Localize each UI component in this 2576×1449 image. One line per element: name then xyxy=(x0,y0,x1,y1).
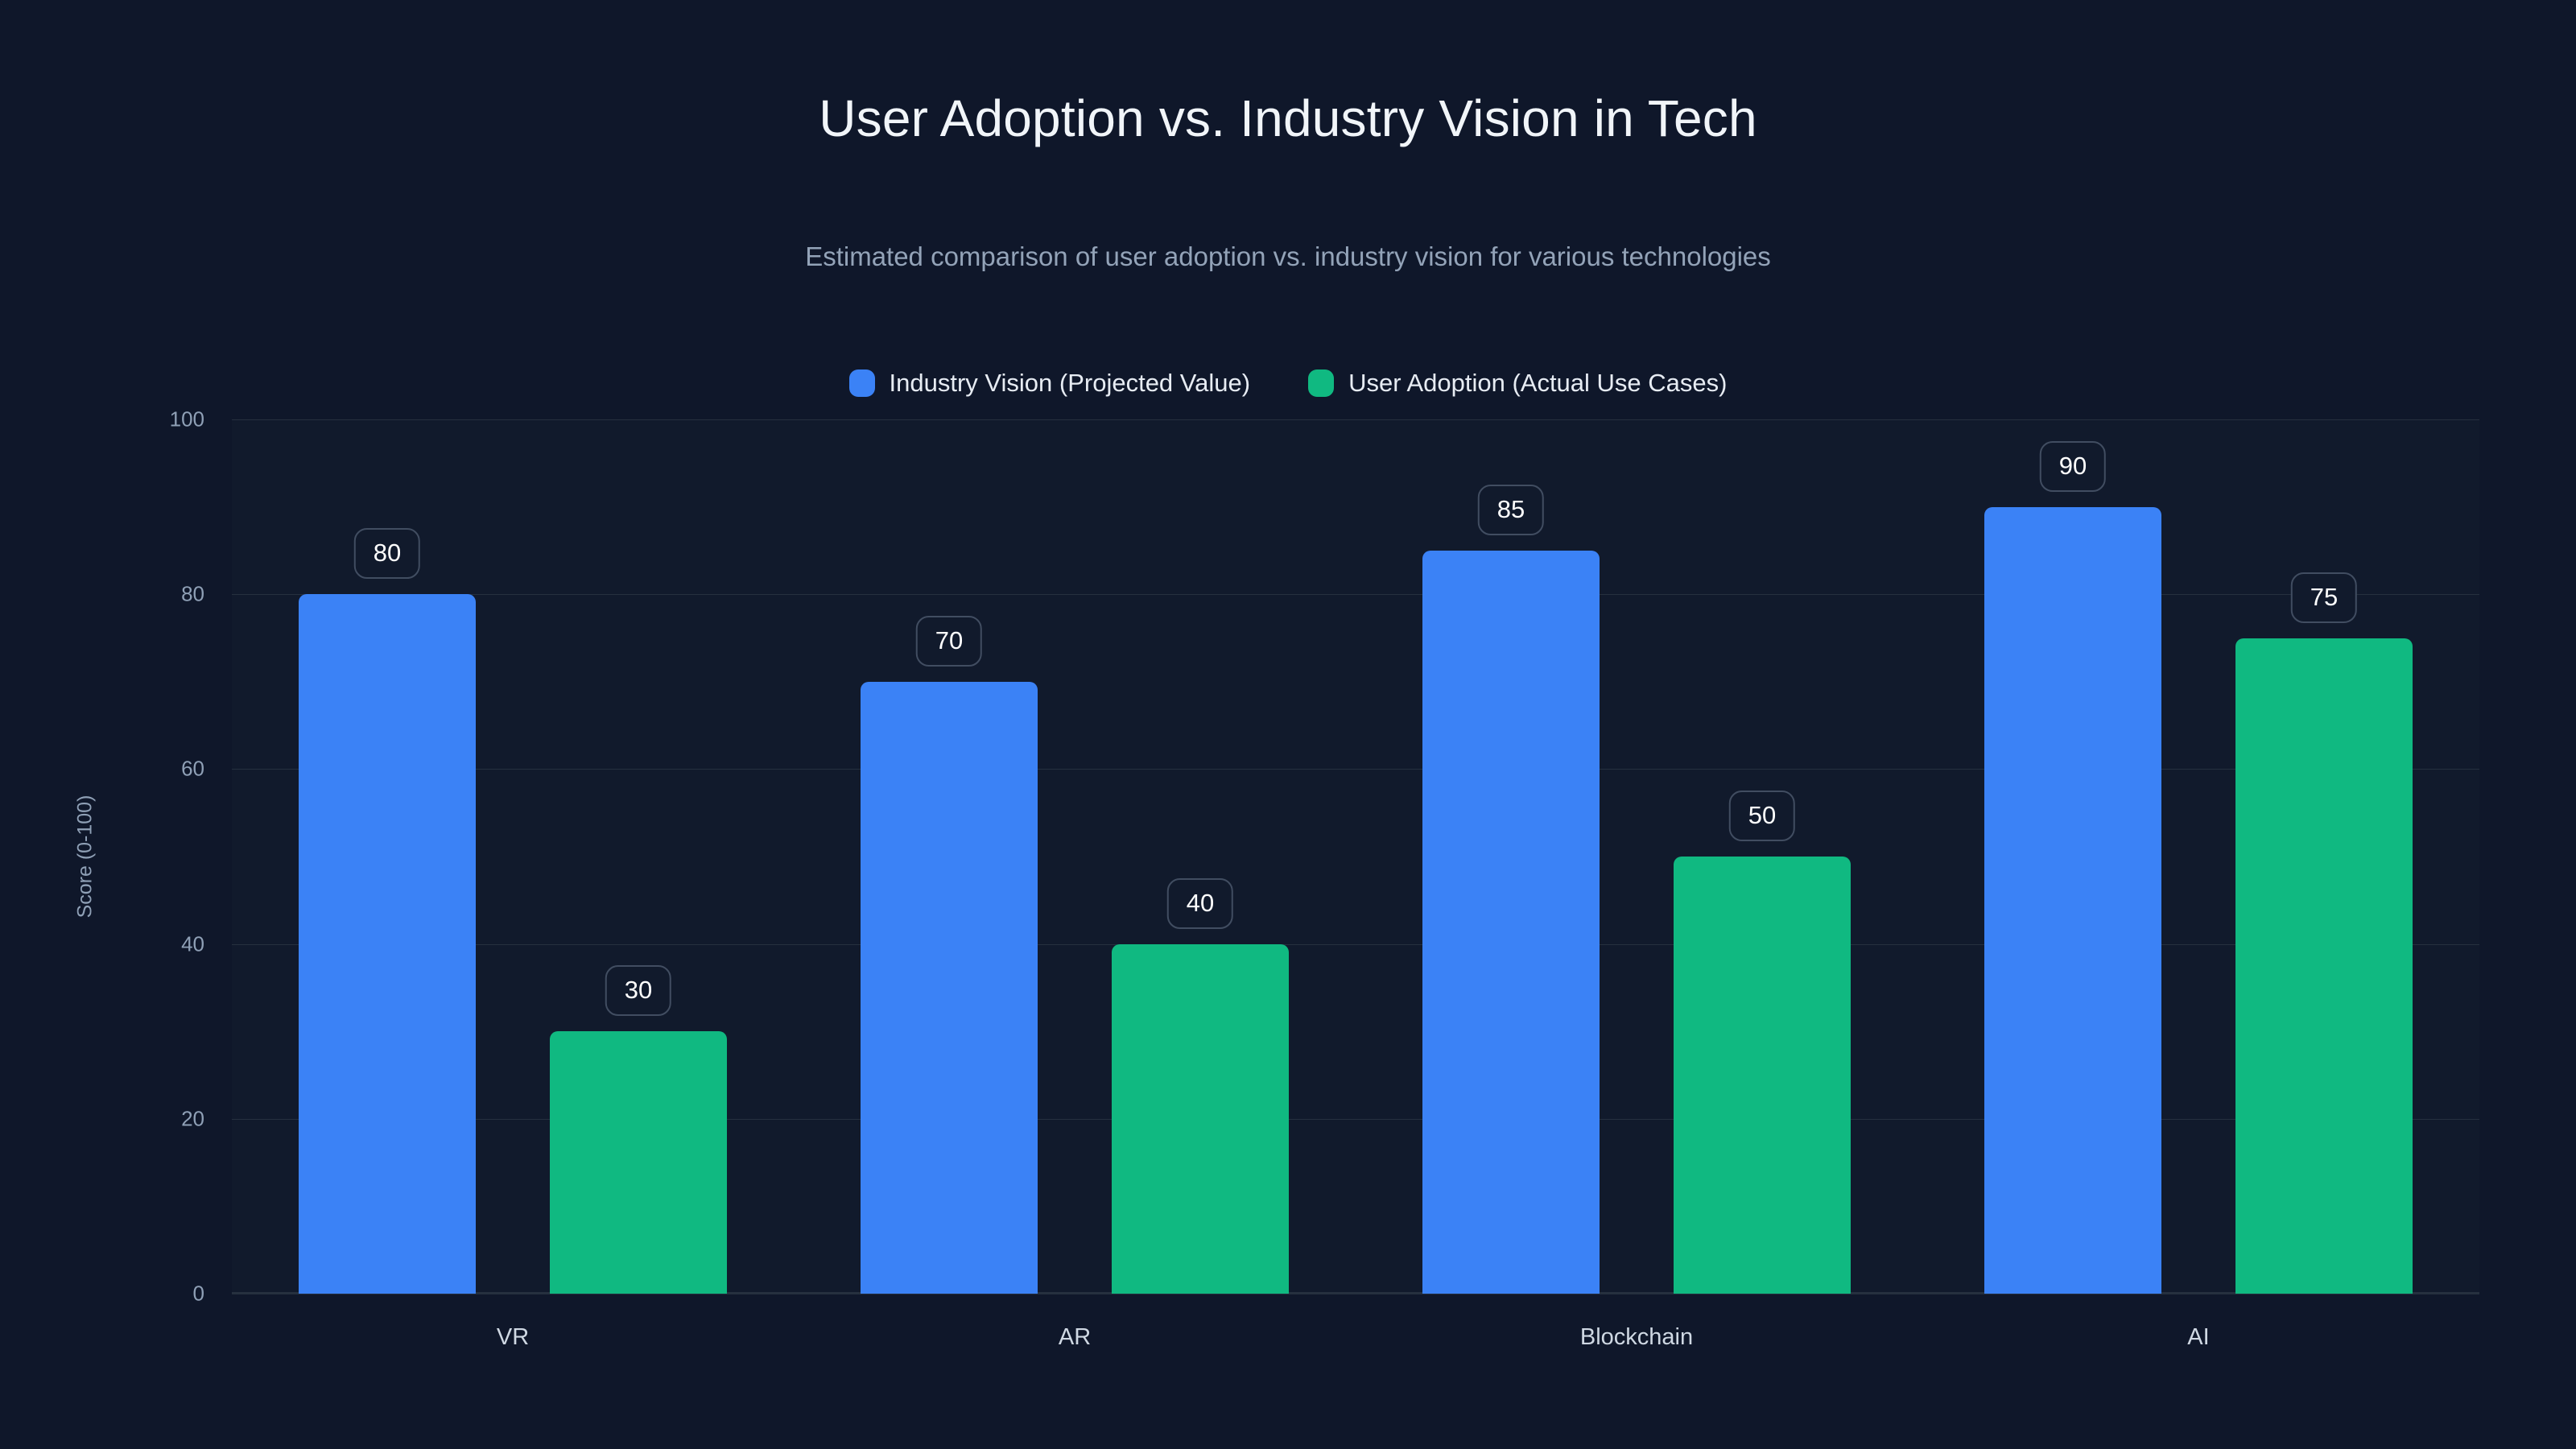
legend-swatch-industry-vision xyxy=(848,369,875,397)
value-badge-ar-user-adoption: 40 xyxy=(1166,877,1234,929)
gridline-100 xyxy=(232,419,2479,420)
y-tick-label-100: 100 xyxy=(169,407,204,431)
x-axis-baseline xyxy=(232,1292,2479,1294)
gridline-20 xyxy=(232,1118,2479,1120)
bar-ar-user-adoption[interactable] xyxy=(1112,943,1289,1294)
legend-label-1: User Adoption (Actual Use Cases) xyxy=(1348,369,1728,397)
legend-item-0[interactable]: Industry Vision (Projected Value) xyxy=(848,369,1251,398)
legend-label-0: Industry Vision (Projected Value) xyxy=(889,369,1251,397)
y-tick-label-20: 20 xyxy=(181,1106,204,1131)
value-badge-ai-user-adoption: 75 xyxy=(2290,572,2358,623)
value-badge-vr-user-adoption: 30 xyxy=(605,965,672,1017)
bar-vr-industry-vision[interactable] xyxy=(299,594,476,1294)
x-tick-label-ar: AR xyxy=(1058,1324,1092,1350)
plot-area xyxy=(232,419,2479,1294)
bar-vr-user-adoption[interactable] xyxy=(550,1031,727,1294)
bar-blockchain-user-adoption[interactable] xyxy=(1674,857,1851,1294)
bar-blockchain-industry-vision[interactable] xyxy=(1422,550,1600,1294)
value-badge-blockchain-user-adoption: 50 xyxy=(1728,791,1796,841)
y-tick-label-0: 0 xyxy=(192,1281,204,1306)
legend-item-1[interactable]: User Adoption (Actual Use Cases) xyxy=(1308,369,1727,398)
y-tick-label-40: 40 xyxy=(181,931,204,956)
y-tick-label-60: 60 xyxy=(181,756,204,781)
x-tick-label-blockchain: Blockchain xyxy=(1579,1324,1694,1350)
x-tick-label-ai: AI xyxy=(2187,1324,2210,1350)
bar-ai-industry-vision[interactable] xyxy=(1984,506,2161,1294)
gridline-60 xyxy=(232,769,2479,770)
legend-swatch-user-adoption xyxy=(1308,369,1335,397)
value-badge-blockchain-industry-vision: 85 xyxy=(1477,484,1545,535)
gridline-80 xyxy=(232,594,2479,596)
gridline-40 xyxy=(232,943,2479,945)
value-badge-ar-industry-vision: 70 xyxy=(915,615,983,667)
x-tick-label-vr: VR xyxy=(496,1324,530,1350)
y-axis-title: Score (0-100) xyxy=(73,795,97,919)
chart-subtitle: Estimated comparison of user adoption vs… xyxy=(805,242,1771,271)
value-badge-ai-industry-vision: 90 xyxy=(2039,440,2107,492)
chart-legend: Industry Vision (Projected Value) User Ad… xyxy=(0,369,2576,398)
value-badge-vr-industry-vision: 80 xyxy=(353,528,421,580)
y-tick-label-80: 80 xyxy=(181,581,204,606)
bar-ai-user-adoption[interactable] xyxy=(2235,638,2413,1294)
page-title: User Adoption vs. Industry Vision in Tec… xyxy=(819,89,1757,147)
bar-ar-industry-vision[interactable] xyxy=(861,681,1038,1294)
y-axis-ticks: 0 20 40 60 80 100 xyxy=(0,0,232,1449)
